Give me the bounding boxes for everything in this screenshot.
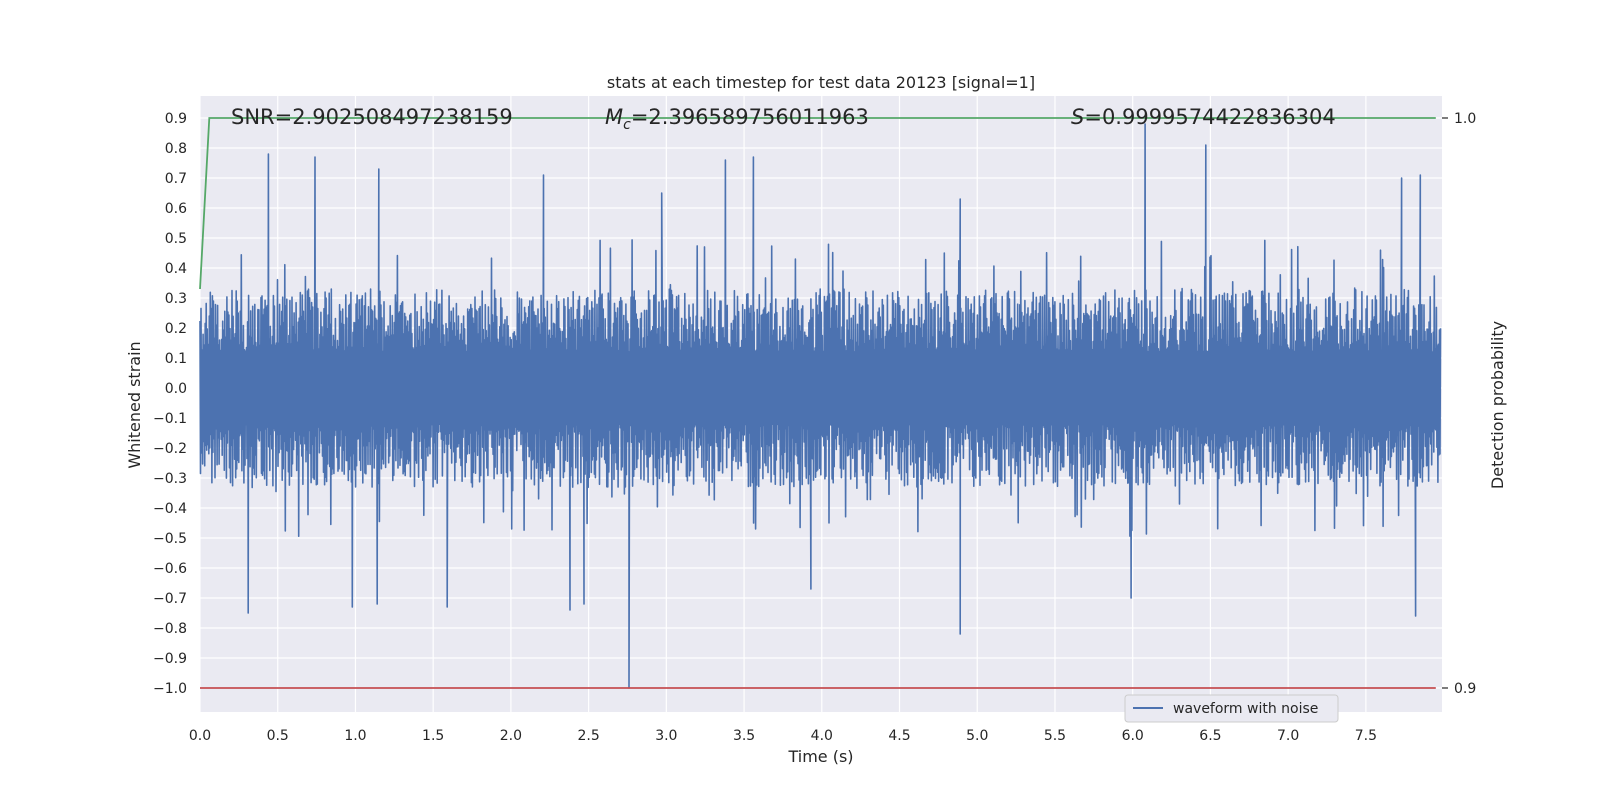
y-tick-label: −0.4 — [153, 501, 187, 517]
score-symbol: S — [1071, 105, 1084, 129]
x-tick-label: 3.0 — [655, 728, 677, 744]
chart-title: stats at each timestep for test data 201… — [607, 73, 1035, 92]
x-tick-label: 5.0 — [966, 728, 988, 744]
score-annotation: S=0.9999574422836304 — [1071, 105, 1336, 129]
chirp-mass-symbol: M — [605, 105, 623, 129]
y-tick-label: 0.9 — [165, 111, 187, 127]
x-tick-label: 0.0 — [189, 728, 211, 744]
y-tick-label: −0.5 — [153, 531, 187, 547]
y-tick-label: 0.5 — [165, 231, 187, 247]
x-axis-label: Time (s) — [787, 747, 853, 766]
x-tick-label: 5.5 — [1044, 728, 1066, 744]
y-tick-label: 0.7 — [165, 171, 187, 187]
y-tick-label: 0.2 — [165, 321, 187, 337]
detection-probability-line — [199, 117, 1436, 290]
y2-axis-ticks: 1.0 0.9 — [1442, 111, 1476, 697]
x-tick-label: 6.0 — [1122, 728, 1144, 744]
snr-annotation: SNR=2.902508497238159 — [231, 105, 513, 129]
chirp-mass-value: =2.396589756011963 — [631, 105, 869, 129]
x-tick-label: 2.5 — [577, 728, 599, 744]
y-tick-label: −0.7 — [153, 591, 187, 607]
x-tick-label: 3.5 — [733, 728, 755, 744]
legend-box — [1124, 694, 1339, 723]
y-tick-label: 0.0 — [165, 381, 187, 397]
x-tick-label: 6.5 — [1199, 728, 1221, 744]
y-axis-label: Whitened strain — [125, 341, 144, 468]
legend-label: waveform with noise — [1173, 701, 1318, 717]
x-tick-label: 7.5 — [1355, 728, 1377, 744]
y-tick-label: 0.3 — [165, 291, 187, 307]
y-tick-label: 0.4 — [165, 261, 187, 277]
x-tick-label: 7.0 — [1277, 728, 1299, 744]
x-tick-label: 4.5 — [888, 728, 910, 744]
y-tick-label: 0.1 — [165, 351, 187, 367]
y-tick-label: 0.6 — [165, 201, 187, 217]
x-axis-ticks: 0.0 0.5 1.0 1.5 2.0 2.5 3.0 3.5 4.0 4.5 5.0 5.5 6.0 6… — [189, 728, 1377, 744]
score-value: =0.9999574422836304 — [1084, 105, 1335, 129]
y-tick-label: −0.1 — [153, 411, 187, 427]
chirp-mass-subscript: c — [623, 117, 631, 133]
y-tick-label: −0.6 — [153, 561, 187, 577]
x-tick-label: 4.0 — [811, 728, 833, 744]
x-tick-label: 2.0 — [500, 728, 522, 744]
y-tick-label: −0.2 — [153, 441, 187, 457]
y-tick-label: −1.0 — [153, 681, 187, 697]
waveform-series — [199, 123, 1442, 689]
y-tick-label: −0.8 — [153, 621, 187, 637]
y-tick-label: −0.3 — [153, 471, 187, 487]
x-tick-label: 0.5 — [267, 728, 289, 744]
x-tick-label: 1.5 — [422, 728, 444, 744]
y-tick-label: −0.9 — [153, 651, 187, 667]
probability-lines — [199, 117, 1436, 689]
chirp-mass-annotation: Mc=2.396589756011963 — [605, 105, 869, 133]
y2-axis-label: Detection probability — [1488, 321, 1507, 489]
waveform-with-noise-line — [199, 123, 1442, 689]
y2-tick-label: 1.0 — [1454, 111, 1476, 127]
x-tick-label: 1.0 — [344, 728, 366, 744]
legend: waveform with noise — [1124, 694, 1339, 723]
y-axis-ticks: 0.9 0.8 0.7 0.6 0.5 0.4 0.3 0.2 0.1 0.0 −0.1 −0.2 −0… — [153, 111, 187, 697]
y2-tick-label: 0.9 — [1454, 681, 1476, 697]
y-tick-label: 0.8 — [165, 141, 187, 157]
